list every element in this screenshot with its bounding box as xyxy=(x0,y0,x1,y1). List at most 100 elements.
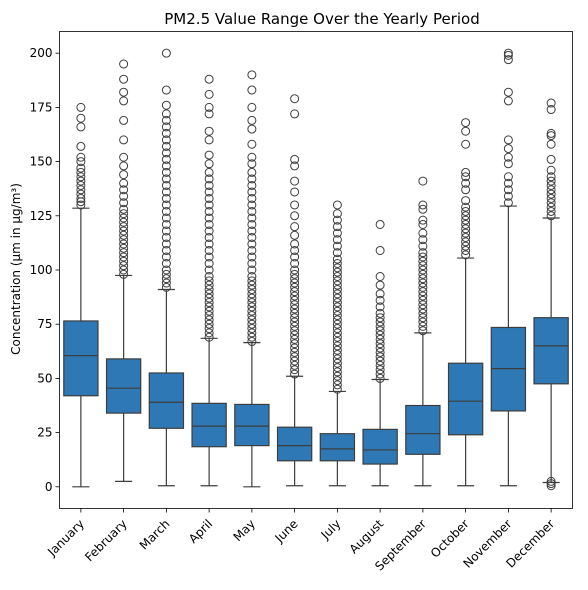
outlier-point xyxy=(375,330,385,340)
outlier-point xyxy=(375,219,385,229)
outlier-point xyxy=(204,258,214,268)
outlier-point xyxy=(503,172,513,182)
outlier-point xyxy=(76,185,86,195)
outlier-point xyxy=(161,282,171,292)
outlier-point xyxy=(119,135,129,145)
outlier-point xyxy=(204,302,214,312)
outlier-point xyxy=(375,365,385,375)
outlier-point xyxy=(546,180,556,190)
outlier-point xyxy=(247,276,257,286)
outlier-point xyxy=(332,341,342,351)
y-tick-label: 125 xyxy=(30,209,53,223)
outlier-point xyxy=(461,241,471,251)
outlier-point xyxy=(332,272,342,282)
outlier-point xyxy=(204,226,214,236)
outlier-point xyxy=(290,265,300,275)
outlier-point xyxy=(503,135,513,145)
outlier-point xyxy=(204,232,214,242)
outlier-point xyxy=(119,115,129,125)
outlier-point xyxy=(119,170,129,180)
outlier-point xyxy=(375,295,385,305)
outlier-point xyxy=(204,193,214,203)
box-iqr xyxy=(234,403,270,447)
outlier-point xyxy=(418,241,428,251)
outlier-point xyxy=(76,113,86,123)
outlier-point xyxy=(375,347,385,357)
outlier-point xyxy=(546,198,556,208)
outlier-point xyxy=(290,369,300,379)
outlier-point xyxy=(290,365,300,375)
outlier-point xyxy=(204,126,214,136)
x-tick-label: October xyxy=(428,517,472,561)
outlier-point xyxy=(247,302,257,312)
outlier-point xyxy=(418,265,428,275)
outlier-point xyxy=(119,226,129,236)
outlier-point xyxy=(461,250,471,260)
outlier-point xyxy=(332,380,342,390)
outlier-point xyxy=(332,306,342,316)
outlier-point xyxy=(290,274,300,284)
outlier-point xyxy=(290,200,300,210)
outlier-point xyxy=(332,358,342,368)
outlier-point xyxy=(204,285,214,295)
outlier-point xyxy=(418,215,428,225)
outlier-point xyxy=(375,339,385,349)
outlier-point xyxy=(247,187,257,197)
x-tick-label: July xyxy=(318,517,344,543)
y-tick-label: 0 xyxy=(45,480,53,494)
outlier-point xyxy=(204,167,214,177)
outlier-point xyxy=(247,332,257,342)
outlier-point xyxy=(290,245,300,255)
outlier-point xyxy=(161,135,171,145)
outlier-point xyxy=(119,74,129,84)
outlier-point xyxy=(247,319,257,329)
outlier-point xyxy=(503,55,513,65)
outlier-point xyxy=(418,204,428,214)
outlier-point xyxy=(161,100,171,110)
outlier-point xyxy=(332,215,342,225)
outlier-point xyxy=(290,291,300,301)
outlier-point xyxy=(204,180,214,190)
outlier-point xyxy=(375,321,385,331)
outlier-point xyxy=(546,193,556,203)
outlier-point xyxy=(119,161,129,171)
outlier-point xyxy=(332,363,342,373)
outlier-point xyxy=(332,367,342,377)
outlier-point xyxy=(290,356,300,366)
outlier-point xyxy=(204,293,214,303)
outlier-point xyxy=(503,144,513,154)
outlier-point xyxy=(161,85,171,95)
outlier-point xyxy=(546,202,556,212)
outlier-point xyxy=(76,180,86,190)
outlier-point xyxy=(161,187,171,197)
outlier-point xyxy=(204,150,214,160)
outlier-point xyxy=(461,219,471,229)
outlier-point xyxy=(247,115,257,125)
outlier-point xyxy=(76,200,86,210)
outlier-point xyxy=(119,269,129,279)
outlier-point xyxy=(290,278,300,288)
outlier-point xyxy=(76,102,86,112)
outlier-point xyxy=(503,198,513,208)
outlier-point xyxy=(161,180,171,190)
outlier-point xyxy=(119,235,129,245)
outlier-point xyxy=(119,213,129,223)
outlier-point xyxy=(503,185,513,195)
outlier-point xyxy=(375,317,385,327)
outlier-point xyxy=(546,476,556,486)
outlier-point xyxy=(375,360,385,370)
outlier-point xyxy=(161,48,171,58)
outlier-point xyxy=(204,135,214,145)
outlier-point xyxy=(418,317,428,327)
outlier-point xyxy=(290,300,300,310)
outlier-point xyxy=(204,239,214,249)
outlier-point xyxy=(375,313,385,323)
outlier-point xyxy=(247,232,257,242)
outlier-point xyxy=(290,258,300,268)
outlier-point xyxy=(247,258,257,268)
outlier-point xyxy=(204,272,214,282)
outlier-point xyxy=(161,128,171,138)
outlier-point xyxy=(418,256,428,266)
y-tick-label: 75 xyxy=(37,317,52,331)
outlier-point xyxy=(546,98,556,108)
